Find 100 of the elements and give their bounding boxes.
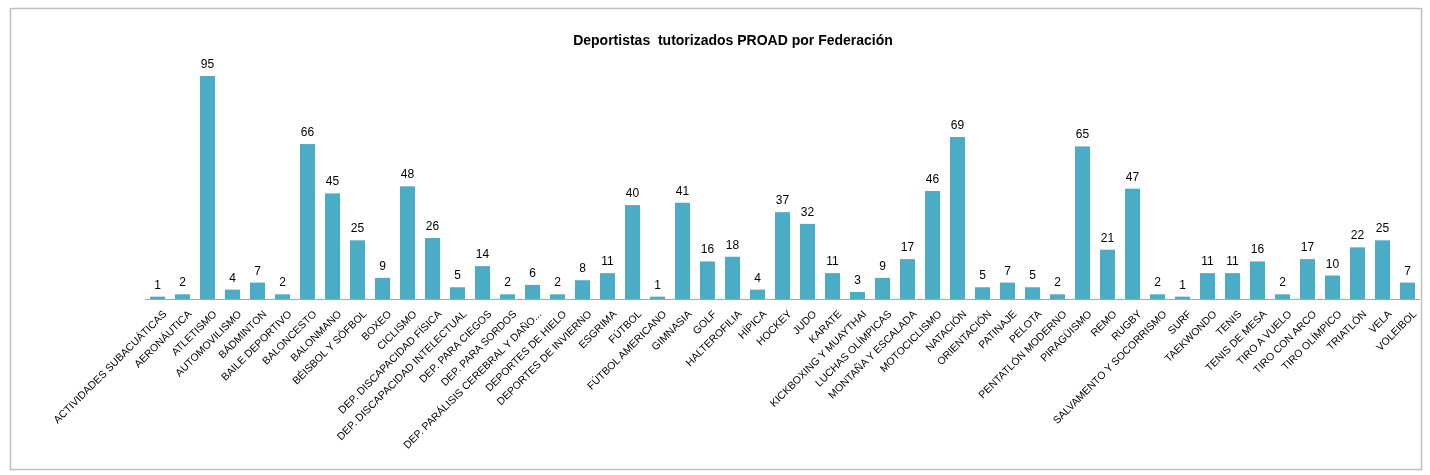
bar [675, 202, 690, 299]
data-label: 11 [1201, 254, 1215, 269]
bar [775, 212, 790, 299]
bar [1400, 282, 1415, 299]
bar [850, 291, 865, 299]
data-label: 11 [601, 254, 615, 269]
bar [1275, 294, 1290, 299]
data-label: 5 [1029, 268, 1037, 283]
data-label: 69 [950, 118, 965, 133]
chart-title: Deportistas tutorizados PROAD por Federación [573, 32, 893, 48]
data-label: 2 [1054, 275, 1062, 290]
data-label: 41 [675, 183, 690, 198]
data-label: 4 [229, 270, 237, 285]
bar [725, 256, 740, 299]
bar [1075, 146, 1090, 299]
data-label: 48 [400, 167, 415, 182]
data-label: 9 [379, 258, 387, 273]
data-label: 16 [1250, 242, 1265, 257]
data-label: 17 [1300, 240, 1315, 255]
data-label: 8 [579, 261, 587, 276]
bar [400, 186, 415, 299]
bar [900, 259, 915, 299]
bar [700, 261, 715, 299]
bar [375, 277, 390, 299]
data-label: 65 [1075, 127, 1090, 142]
data-label: 3 [854, 272, 862, 287]
bar [325, 193, 340, 299]
data-label: 4 [754, 270, 762, 285]
data-label: 7 [254, 263, 262, 278]
bar [450, 287, 465, 299]
data-label: 6 [529, 265, 537, 280]
bar [1000, 282, 1015, 299]
bar [350, 240, 365, 299]
data-label: 7 [1004, 263, 1012, 278]
bar [175, 294, 190, 299]
data-label: 10 [1325, 256, 1340, 271]
data-label: 16 [700, 242, 715, 257]
data-label: 18 [725, 237, 740, 252]
data-label: 2 [504, 275, 512, 290]
bar [1250, 261, 1265, 299]
data-label: 25 [350, 221, 365, 236]
bar [750, 289, 765, 299]
bar [475, 266, 490, 299]
bar [1325, 275, 1340, 299]
bar [1350, 247, 1365, 299]
bar [1375, 240, 1390, 299]
data-label: 22 [1350, 228, 1365, 243]
bar [250, 282, 265, 299]
bar [275, 294, 290, 299]
bar [1050, 294, 1065, 299]
bar [525, 284, 540, 299]
bar [1150, 294, 1165, 299]
bar [550, 294, 565, 299]
bar [975, 287, 990, 299]
data-label: 21 [1100, 230, 1115, 245]
data-label: 2 [554, 275, 562, 290]
bar [1100, 249, 1115, 299]
data-label: 5 [454, 268, 462, 283]
bar [300, 144, 315, 299]
bar [575, 280, 590, 299]
data-label: 40 [625, 186, 640, 201]
data-label: 2 [179, 275, 187, 290]
data-label: 5 [979, 268, 987, 283]
data-label: 47 [1125, 169, 1140, 184]
bar [425, 237, 440, 299]
data-label: 45 [325, 174, 340, 189]
bar [600, 273, 615, 299]
bar [625, 205, 640, 299]
data-label: 32 [800, 204, 815, 219]
bar [1200, 273, 1215, 299]
bar [225, 289, 240, 299]
bar [1300, 259, 1315, 299]
data-label: 1 [654, 277, 662, 292]
data-label: 7 [1404, 263, 1412, 278]
data-label: 11 [1226, 254, 1240, 269]
bar [500, 294, 515, 299]
data-label: 95 [200, 57, 215, 71]
bar [1225, 273, 1240, 299]
data-label: 17 [900, 240, 915, 255]
bar [800, 223, 815, 299]
data-label: 1 [1179, 277, 1187, 292]
bar [950, 137, 965, 299]
data-label: 46 [925, 172, 940, 187]
bar [925, 191, 940, 299]
data-label: 11 [826, 254, 840, 269]
data-label: 2 [279, 275, 287, 290]
data-label: 37 [775, 193, 790, 208]
bar [1025, 287, 1040, 299]
data-label: 2 [1279, 275, 1287, 290]
data-label: 9 [879, 258, 887, 273]
data-label: 1 [154, 277, 162, 292]
bar [1125, 188, 1140, 299]
data-label: 26 [425, 218, 440, 233]
bar [825, 273, 840, 299]
bar [875, 277, 890, 299]
data-label: 25 [1375, 221, 1390, 236]
data-label: 2 [1154, 275, 1162, 290]
data-label: 66 [300, 125, 315, 140]
data-label: 14 [475, 247, 490, 262]
bar [200, 76, 215, 299]
